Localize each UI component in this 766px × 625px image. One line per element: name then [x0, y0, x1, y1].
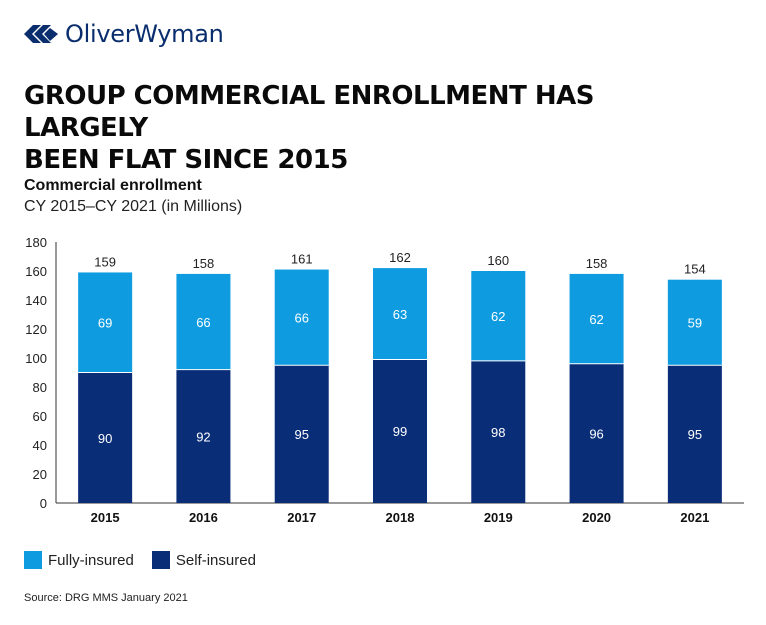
y-tick-label: 120: [25, 322, 47, 337]
brand-name: OliverWyman: [65, 20, 224, 48]
brand-logo: OliverWyman: [24, 20, 224, 48]
bar-self-insured-2017: [274, 365, 329, 503]
y-tick-label: 80: [33, 380, 47, 395]
data-label-total-2020: 158: [586, 256, 608, 271]
data-label-self-insured-2019: 98: [491, 425, 505, 440]
data-label-total-2021: 154: [684, 262, 706, 277]
bar-fully-insured-2018: [373, 268, 427, 360]
source-note: Source: DRG MMS January 2021: [24, 592, 188, 604]
y-tick-label: 60: [33, 409, 47, 424]
x-tick-label-2020: 2020: [582, 510, 611, 525]
x-tick-label-2019: 2019: [484, 510, 513, 525]
data-label-self-insured-2015: 90: [98, 431, 112, 446]
page-title-line-1: GROUP COMMERCIAL ENROLLMENT HAS LARGELY: [24, 81, 594, 143]
bar-fully-insured-2019: [471, 271, 526, 361]
bar-fully-insured-2021: [667, 279, 722, 366]
data-label-fully-insured-2015: 69: [98, 315, 112, 330]
chart-title: Commercial enrollment: [24, 177, 202, 194]
page-title: GROUP COMMERCIAL ENROLLMENT HAS LARGELY …: [24, 80, 624, 176]
legend-label-self-insured: Self-insured: [175, 551, 256, 569]
data-label-self-insured-2018: 99: [393, 424, 407, 439]
oliver-wyman-mark-icon: [24, 25, 58, 43]
page-title-line-2: BEEN FLAT SINCE 2015: [24, 145, 348, 175]
y-tick-label: 0: [40, 496, 47, 511]
data-label-total-2017: 161: [291, 252, 313, 267]
bar-self-insured-2018: [373, 359, 427, 503]
data-label-total-2018: 162: [389, 250, 411, 265]
x-tick-label-2015: 2015: [91, 510, 120, 525]
bar-self-insured-2016: [176, 369, 231, 503]
data-label-total-2015: 159: [94, 254, 116, 269]
bar-fully-insured-2020: [569, 273, 624, 364]
bar-fully-insured-2017: [274, 269, 329, 366]
bar-self-insured-2015: [78, 372, 133, 503]
chart-legend: Fully-insured Self-insured: [24, 551, 274, 569]
data-label-self-insured-2020: 96: [589, 426, 603, 441]
data-label-self-insured-2021: 95: [688, 427, 702, 442]
data-label-self-insured-2017: 95: [294, 427, 308, 442]
y-tick-label: 40: [33, 438, 47, 453]
data-label-fully-insured-2018: 63: [393, 307, 407, 322]
data-label-fully-insured-2017: 66: [294, 310, 308, 325]
x-tick-label-2017: 2017: [287, 510, 316, 525]
stacked-bar-chart: 0 20 40 60 80 100 120 140 160 180 90 69 159 2015 92 66 1…: [25, 235, 744, 525]
legend-item-self-insured: Self-insured: [151, 551, 256, 569]
bar-fully-insured-2016: [176, 273, 231, 370]
data-label-fully-insured-2016: 66: [196, 315, 210, 330]
legend-swatch-fully-insured: [24, 551, 42, 569]
y-tick-label: 20: [33, 467, 47, 482]
data-label-self-insured-2016: 92: [196, 429, 210, 444]
data-label-fully-insured-2021: 59: [688, 315, 702, 330]
bar-self-insured-2021: [667, 365, 722, 503]
data-label-fully-insured-2019: 62: [491, 309, 505, 324]
legend-swatch-self-insured: [151, 551, 170, 569]
x-tick-label-2016: 2016: [189, 510, 218, 525]
data-label-total-2019: 160: [487, 253, 509, 268]
legend-item-fully-insured: Fully-insured: [24, 551, 134, 569]
bar-fully-insured-2015: [78, 272, 133, 373]
legend-label-fully-insured: Fully-insured: [48, 551, 134, 569]
bar-self-insured-2019: [471, 360, 526, 503]
data-label-total-2016: 158: [193, 256, 215, 271]
y-tick-label: 140: [25, 293, 47, 308]
y-tick-label: 160: [25, 264, 47, 279]
chart-subtitle: CY 2015–CY 2021 (in Millions): [24, 198, 243, 215]
data-label-fully-insured-2020: 62: [589, 312, 603, 327]
bar-self-insured-2020: [569, 363, 624, 503]
y-tick-label: 100: [25, 351, 47, 366]
x-tick-label-2018: 2018: [386, 510, 415, 525]
y-tick-label: 180: [25, 235, 47, 250]
x-tick-label-2021: 2021: [680, 510, 709, 525]
